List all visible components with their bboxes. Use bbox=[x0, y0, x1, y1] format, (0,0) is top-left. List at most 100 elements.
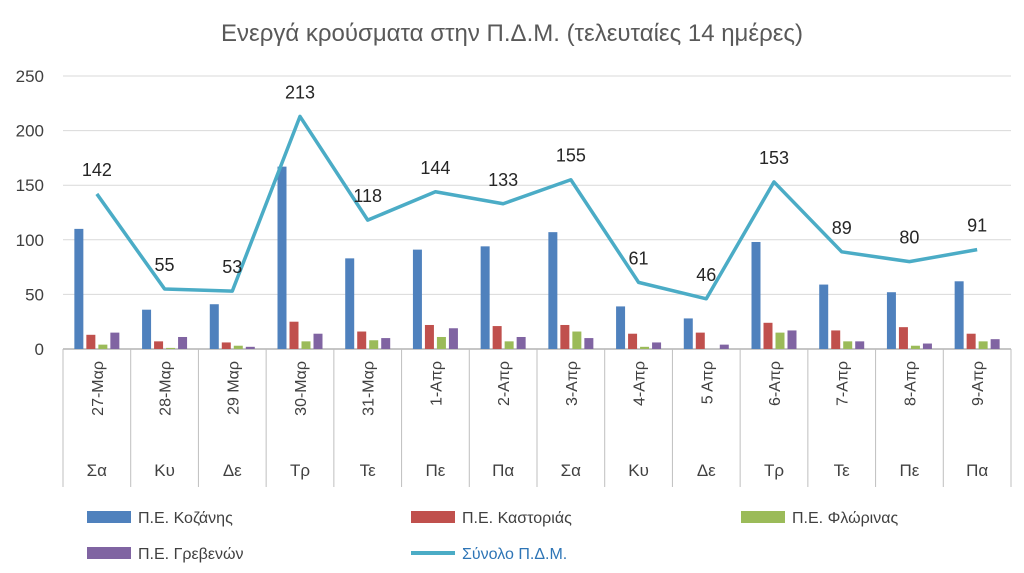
bar bbox=[448, 328, 458, 349]
x-tick-date: 2-Απρ bbox=[496, 361, 513, 406]
y-tick-label: 200 bbox=[16, 122, 44, 141]
bar bbox=[369, 340, 379, 349]
x-tick-day: Τρ bbox=[290, 461, 310, 480]
legend-label: Π.Ε. Κοζάνης bbox=[138, 510, 233, 527]
bar bbox=[910, 345, 920, 349]
data-label: 53 bbox=[222, 257, 242, 277]
data-label: 55 bbox=[155, 255, 175, 275]
bar bbox=[978, 341, 988, 349]
bar bbox=[548, 232, 558, 349]
bar bbox=[74, 228, 84, 349]
bar bbox=[990, 339, 1000, 349]
bar bbox=[954, 281, 964, 349]
y-tick-label: 100 bbox=[16, 231, 44, 250]
legend-swatch bbox=[87, 511, 131, 523]
legend-label: Π.Ε. Γρεβενών bbox=[138, 546, 243, 563]
x-tick-day: Κυ bbox=[628, 461, 649, 480]
x-tick-day: Δε bbox=[223, 461, 242, 480]
bar bbox=[166, 347, 176, 349]
x-tick-day: Σα bbox=[87, 461, 108, 480]
total-line: 142 55 53 213 118 144 133 155 61 46 153 89 80 91 bbox=[82, 82, 987, 301]
legend-swatch bbox=[411, 511, 455, 523]
data-label: 153 bbox=[759, 148, 789, 168]
bar bbox=[178, 336, 188, 349]
x-tick-date: 27-Μαρ bbox=[90, 361, 107, 416]
x-tick-date: 8-Απρ bbox=[902, 361, 919, 406]
bar bbox=[640, 346, 650, 349]
legend-label: Π.Ε. Φλώρινας bbox=[792, 510, 898, 527]
bar bbox=[695, 332, 705, 349]
data-label: 142 bbox=[82, 160, 112, 180]
data-label: 155 bbox=[556, 146, 586, 166]
x-tick-date: 6-Απρ bbox=[767, 361, 784, 406]
x-tick-date: 29 Μαρ bbox=[225, 361, 242, 415]
bar bbox=[572, 331, 582, 349]
bar bbox=[424, 324, 434, 349]
x-tick-date: 5 Απρ bbox=[699, 361, 716, 404]
x-tick-date: 4-Απρ bbox=[632, 361, 649, 406]
x-tick-day: Τε bbox=[360, 461, 377, 480]
legend: Π.Ε. Κοζάνης Π.Ε. Καστοριάς Π.Ε. Φλώρινας Π… bbox=[87, 510, 898, 563]
y-axis: 0 50 100 150 200 250 bbox=[16, 67, 44, 359]
bar bbox=[898, 327, 908, 349]
x-tick-day: Πα bbox=[966, 461, 988, 480]
bar bbox=[142, 309, 152, 349]
x-tick-day: Δε bbox=[697, 461, 716, 480]
chart-title: Ενεργά κρούσματα στην Π.Δ.Μ. (τελευταίες… bbox=[221, 20, 803, 47]
bar bbox=[616, 306, 626, 349]
data-label: 213 bbox=[285, 82, 315, 102]
bar bbox=[110, 332, 120, 349]
x-tick-date: 30-Μαρ bbox=[293, 361, 310, 416]
bars bbox=[74, 166, 1000, 349]
bar bbox=[787, 330, 797, 349]
legend-label: Σύνολο Π.Δ.Μ. bbox=[462, 546, 567, 563]
data-label: 144 bbox=[420, 158, 450, 178]
x-tick-day: Πε bbox=[425, 461, 445, 480]
data-label: 133 bbox=[488, 170, 518, 190]
y-tick-label: 250 bbox=[16, 67, 44, 86]
bar bbox=[966, 333, 976, 349]
bar bbox=[516, 336, 526, 349]
bar bbox=[775, 332, 785, 349]
x-tick-date: 7-Απρ bbox=[835, 361, 852, 406]
bar bbox=[301, 341, 311, 349]
x-tick-day: Τρ bbox=[764, 461, 784, 480]
bar bbox=[412, 249, 422, 349]
bar bbox=[357, 331, 367, 349]
bar bbox=[831, 330, 841, 349]
bar bbox=[381, 338, 391, 349]
x-tick-day: Τε bbox=[834, 461, 851, 480]
legend-label: Π.Ε. Καστοριάς bbox=[462, 510, 572, 527]
x-tick-date: 31-Μαρ bbox=[361, 361, 378, 416]
bar bbox=[751, 241, 761, 349]
bar bbox=[719, 344, 729, 349]
x-axis: 27-Μαρ Σα 28-Μαρ Κυ 29 Μαρ Δε 30-Μαρ Τρ 31-Μαρ Τε… bbox=[62, 349, 1012, 487]
bar bbox=[652, 342, 662, 349]
bar bbox=[245, 346, 255, 349]
x-tick-date: 1-Απρ bbox=[428, 361, 445, 406]
data-label: 89 bbox=[832, 218, 852, 238]
bar bbox=[221, 342, 231, 349]
legend-swatch bbox=[87, 547, 131, 559]
bar bbox=[922, 343, 932, 349]
bar bbox=[233, 345, 243, 349]
x-tick-day: Πε bbox=[899, 461, 919, 480]
bar bbox=[154, 341, 164, 349]
x-tick-day: Πα bbox=[492, 461, 514, 480]
bar bbox=[313, 333, 323, 349]
bar bbox=[480, 246, 490, 349]
total-line-path bbox=[95, 114, 978, 301]
bar bbox=[504, 341, 514, 349]
data-label: 80 bbox=[899, 228, 919, 248]
bar bbox=[436, 336, 446, 349]
bar bbox=[855, 341, 865, 349]
bar bbox=[98, 344, 108, 349]
bar bbox=[209, 304, 219, 349]
x-tick-date: 9-Απρ bbox=[970, 361, 987, 406]
bar bbox=[886, 292, 896, 349]
x-tick-day: Σα bbox=[561, 461, 582, 480]
data-label: 91 bbox=[967, 216, 987, 236]
data-label: 61 bbox=[629, 248, 649, 268]
